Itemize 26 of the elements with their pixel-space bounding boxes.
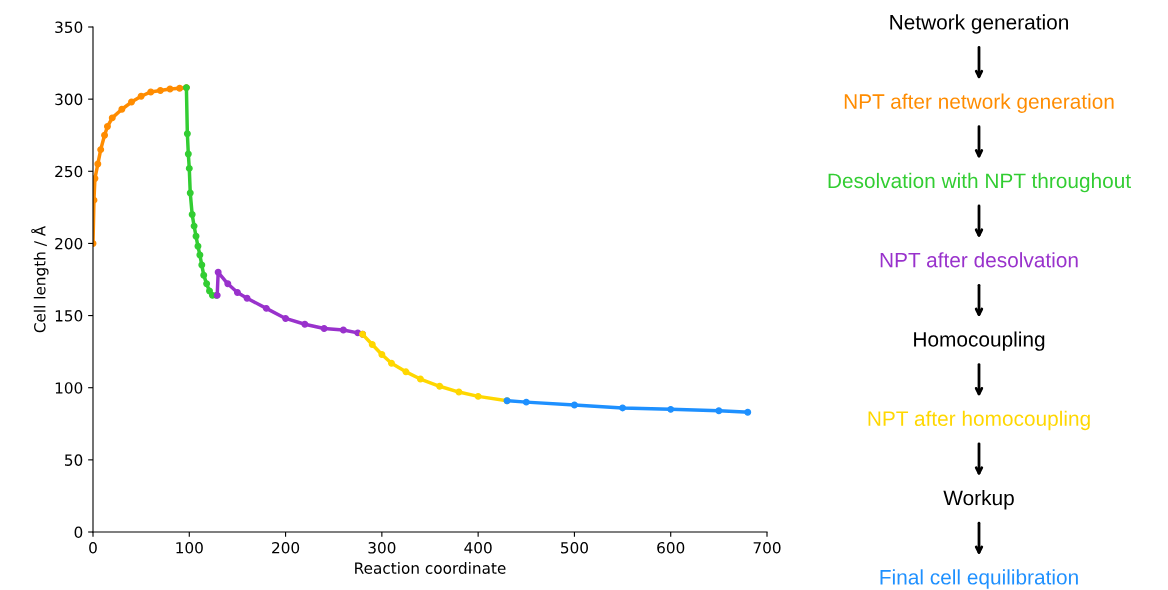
y-tick-label: 50 <box>65 454 83 466</box>
y-tick-label: 0 <box>74 526 83 539</box>
y-tick-label: 350 <box>55 21 83 34</box>
x-tick-label: 700 <box>753 541 781 554</box>
y-tick-label: 200 <box>55 237 83 250</box>
x-tick-label: 0 <box>89 541 97 554</box>
text: Homocoupling <box>914 331 1045 351</box>
text: Workup <box>943 490 1014 510</box>
text: Desolvation with NPT throughout <box>828 172 1131 193</box>
x-axis-title: Reaction coordinate <box>355 562 506 574</box>
y-axis-title: Cell length / Å <box>31 225 49 333</box>
y-tick-label: 150 <box>55 310 83 322</box>
text: NPT after homocoupling <box>868 410 1090 431</box>
y-tick-label: 250 <box>55 165 83 178</box>
x-tick-label: 600 <box>657 541 685 554</box>
text: Final cell equilibration <box>880 569 1078 589</box>
text: NPT after desolvation <box>880 252 1078 268</box>
x-tick-label: 100 <box>176 541 203 554</box>
text: NPT after network generation <box>844 93 1114 113</box>
y-tick-label: 300 <box>55 93 83 106</box>
x-tick-label: 200 <box>272 541 300 554</box>
text: Network generation <box>890 14 1068 34</box>
x-tick-label: 400 <box>464 541 492 554</box>
x-tick-label: 500 <box>561 541 588 554</box>
x-tick-label: 300 <box>368 541 396 554</box>
y-tick-label: 100 <box>55 382 83 394</box>
